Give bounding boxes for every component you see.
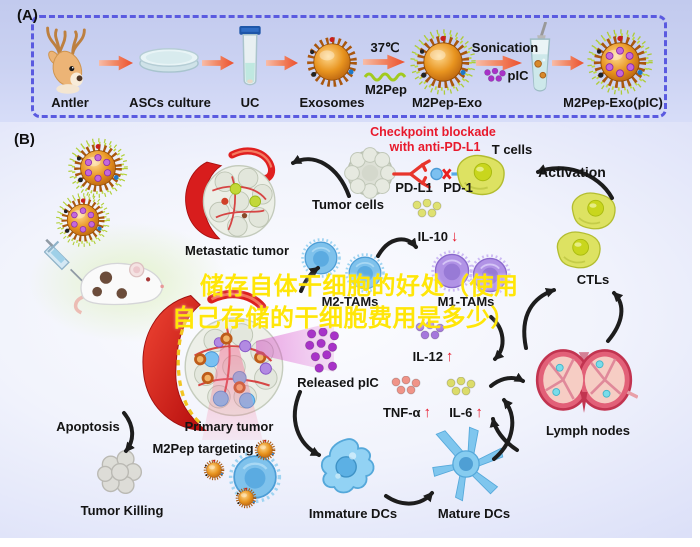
step-label-m2pep-exo-pic: M2Pep-Exo(pIC) — [563, 95, 663, 110]
panel-a-dashed-border — [31, 15, 667, 118]
centrifuge-tube-icon — [236, 26, 264, 90]
t-cells-label: T cells — [491, 142, 533, 157]
il12-up-arrow-icon: ↑ — [445, 348, 454, 365]
il6-indicator: IL-6 ↑ — [449, 405, 483, 420]
apoptosis-label: Apoptosis — [56, 419, 120, 434]
il10-label: IL-10 — [417, 229, 448, 244]
m2pep-exosome-icon — [409, 28, 477, 96]
metastatic-tumor-illustration — [172, 146, 292, 246]
tnfa-label: TNF-α — [382, 405, 421, 420]
ctl-cell-icon — [550, 227, 606, 271]
activation-label: Activation — [538, 164, 606, 180]
mature-dcs-label: Mature DCs — [437, 506, 511, 521]
temperature-label: 37℃ — [370, 40, 400, 55]
pic-label: pIC — [507, 68, 529, 83]
dead-tumor-cell-icon — [93, 446, 147, 498]
immature-dc-icon — [316, 434, 380, 498]
immature-dcs-label: Immature DCs — [308, 506, 398, 521]
m2-tams-label: M2-TAMs — [321, 294, 379, 309]
step-label-antler: Antler — [51, 95, 89, 110]
watermark-line2: 自己存储的干细胞费用是多少） — [172, 305, 515, 332]
ctls-label: CTLs — [576, 272, 610, 287]
tnfa-up-arrow-icon: ↑ — [423, 404, 432, 421]
injected-exosome-icon — [67, 137, 129, 199]
sonication-label: Sonication — [471, 40, 539, 55]
exosome-icon — [303, 33, 361, 91]
metastatic-tumor-label: Metastatic tumor — [184, 243, 290, 258]
checkpoint-blockade-line1: Checkpoint blockade — [370, 125, 496, 139]
step-label-uc: UC — [240, 95, 260, 110]
released-pic-dots-icon — [304, 328, 342, 374]
il12-label: IL-12 — [412, 349, 443, 364]
mature-dc-icon — [424, 422, 508, 506]
m2pep-targeting-label: M2Pep targeting — [152, 441, 254, 456]
tnfa-indicator: TNF-α ↑ — [383, 405, 431, 420]
tumor-killing-label: Tumor Killing — [80, 503, 164, 518]
pd-1-label: PD-1 — [443, 180, 473, 195]
step-label-m2pep-exo: M2Pep-Exo — [411, 95, 483, 110]
targeting-exosome-icon — [234, 486, 258, 510]
il10-dots-icon — [411, 199, 443, 219]
targeting-exosome-icon — [202, 458, 226, 482]
primary-tumor-label: Primary tumor — [184, 419, 274, 434]
panel-a-tag: (A) — [17, 7, 38, 24]
step-label-exosomes: Exosomes — [299, 95, 365, 110]
pic-dots-icon — [483, 68, 507, 83]
released-pic-label: Released pIC — [297, 375, 379, 390]
pd-l1-label: PD-L1 — [395, 180, 433, 195]
step-label-ascs-culture: ASCs culture — [129, 95, 211, 110]
deer-antler-icon — [36, 24, 94, 94]
petri-dish-icon — [138, 42, 200, 75]
checkpoint-blockade-line2: with anti-PD-L1 — [389, 140, 481, 154]
il12-indicator: IL-12 ↑ — [413, 349, 454, 364]
sonication-tube-icon — [521, 22, 559, 98]
tnfa-dots-icon — [390, 376, 422, 396]
lymph-node-illustration — [530, 340, 638, 425]
m2pep-pic-exosome-icon — [586, 28, 654, 96]
ctl-cell-icon — [565, 188, 621, 232]
lymph-nodes-label: Lymph nodes — [545, 423, 631, 438]
il6-up-arrow-icon: ↑ — [475, 404, 483, 421]
il6-label: IL-6 — [449, 405, 473, 420]
m2pep-label: M2Pep — [365, 82, 407, 97]
il10-down-arrow-icon: ↓ — [450, 228, 459, 245]
panel-b-tag: (B) — [14, 131, 35, 148]
il10-indicator: IL-10 ↓ — [418, 229, 459, 244]
mouse-icon — [70, 246, 170, 318]
tumor-cells-label: Tumor cells — [311, 197, 385, 212]
m1-tams-label: M1-TAMs — [437, 294, 495, 309]
tumor-cell-icon — [343, 146, 397, 200]
targeting-exosome-icon — [253, 438, 277, 462]
watermark-line1: 储存自体干细胞的好处（使用 — [200, 273, 519, 300]
il6-dots-icon — [445, 377, 477, 397]
